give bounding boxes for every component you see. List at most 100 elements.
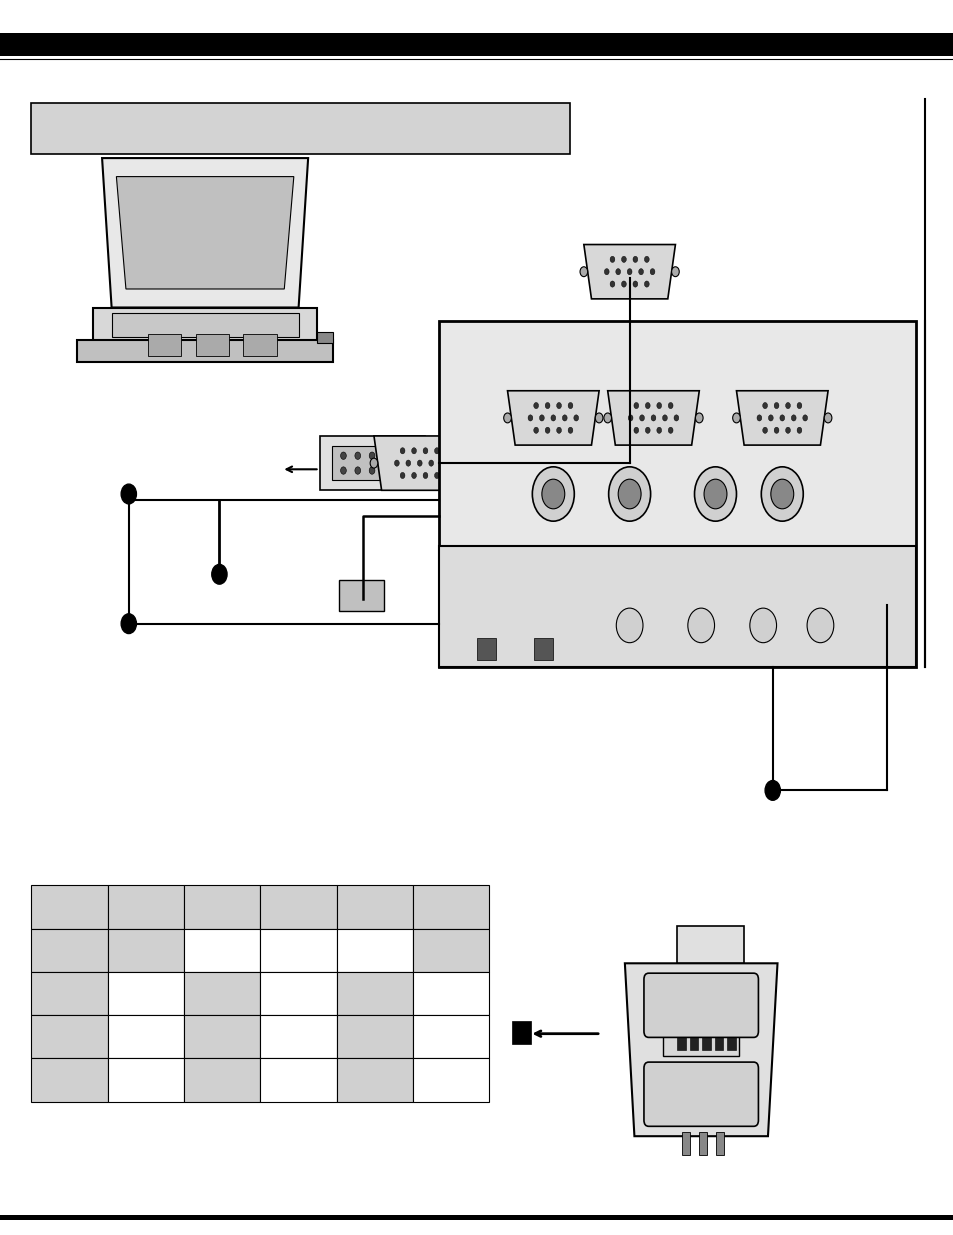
Bar (184, 1015, 260, 1058)
Circle shape (796, 403, 801, 409)
Circle shape (541, 479, 564, 509)
Bar (0, 1215, 953, 1220)
Circle shape (671, 267, 679, 277)
Circle shape (644, 403, 649, 409)
Circle shape (796, 427, 801, 433)
Circle shape (618, 479, 640, 509)
Polygon shape (583, 245, 675, 299)
Polygon shape (374, 436, 465, 490)
Circle shape (823, 412, 831, 422)
Circle shape (779, 415, 783, 421)
Circle shape (644, 257, 648, 263)
Bar (438, 546, 915, 667)
Circle shape (369, 467, 375, 474)
Circle shape (461, 458, 469, 468)
Circle shape (703, 479, 726, 509)
Bar (413, 885, 489, 929)
Circle shape (422, 448, 427, 453)
Circle shape (761, 403, 766, 409)
Circle shape (412, 473, 416, 479)
Bar (260, 929, 336, 972)
Bar (716, 1132, 723, 1155)
Circle shape (749, 563, 776, 598)
Polygon shape (624, 963, 777, 1136)
Bar (413, 1015, 489, 1058)
Circle shape (412, 448, 416, 453)
Bar (31, 972, 108, 1015)
Circle shape (212, 564, 227, 584)
Circle shape (626, 269, 631, 274)
Circle shape (383, 467, 389, 474)
Circle shape (687, 608, 714, 642)
Circle shape (608, 467, 650, 521)
Bar (108, 972, 184, 1015)
Bar (0, 33, 953, 56)
Circle shape (632, 257, 637, 263)
Bar (319, 436, 424, 490)
Bar (413, 1058, 489, 1102)
Bar (108, 885, 184, 929)
Circle shape (764, 781, 780, 800)
Circle shape (802, 415, 806, 421)
Circle shape (369, 452, 375, 459)
Circle shape (785, 403, 789, 409)
Bar (260, 972, 336, 1015)
Circle shape (595, 412, 602, 422)
Circle shape (422, 473, 427, 479)
Bar (714, 1019, 722, 1050)
Circle shape (503, 412, 511, 422)
Bar (336, 1058, 413, 1102)
Circle shape (770, 479, 793, 509)
Bar (476, 637, 496, 659)
Circle shape (561, 415, 566, 421)
FancyBboxPatch shape (31, 103, 570, 154)
Bar (108, 1058, 184, 1102)
Circle shape (661, 415, 666, 421)
Bar (108, 929, 184, 972)
Bar (31, 1058, 108, 1102)
Circle shape (620, 282, 625, 287)
Circle shape (121, 484, 136, 504)
Bar (184, 972, 260, 1015)
Bar (148, 335, 181, 357)
Circle shape (534, 427, 537, 433)
Circle shape (568, 427, 572, 433)
Circle shape (340, 467, 346, 474)
Bar (260, 1015, 336, 1058)
Circle shape (806, 608, 833, 642)
Bar (438, 321, 915, 667)
Circle shape (806, 563, 833, 598)
Bar (317, 332, 333, 343)
Circle shape (579, 267, 587, 277)
Circle shape (633, 427, 638, 433)
Circle shape (573, 415, 578, 421)
Bar (112, 312, 298, 337)
Circle shape (400, 448, 404, 453)
Bar (184, 1058, 260, 1102)
Circle shape (656, 427, 660, 433)
Circle shape (544, 427, 549, 433)
Bar (108, 1015, 184, 1058)
Circle shape (400, 473, 404, 479)
Circle shape (568, 403, 572, 409)
Bar (726, 1019, 735, 1050)
Circle shape (644, 427, 649, 433)
Polygon shape (507, 390, 598, 445)
Circle shape (767, 415, 772, 421)
Circle shape (773, 403, 778, 409)
Circle shape (667, 427, 672, 433)
Circle shape (632, 282, 637, 287)
Bar (662, 1013, 739, 1056)
Circle shape (790, 415, 795, 421)
Polygon shape (116, 177, 294, 289)
Circle shape (609, 282, 614, 287)
Circle shape (416, 461, 421, 467)
Circle shape (434, 448, 438, 453)
Circle shape (749, 608, 776, 642)
Bar (699, 1132, 706, 1155)
Bar (534, 637, 553, 659)
Bar (338, 580, 384, 611)
Circle shape (633, 403, 638, 409)
Circle shape (439, 461, 444, 467)
Bar (336, 929, 413, 972)
